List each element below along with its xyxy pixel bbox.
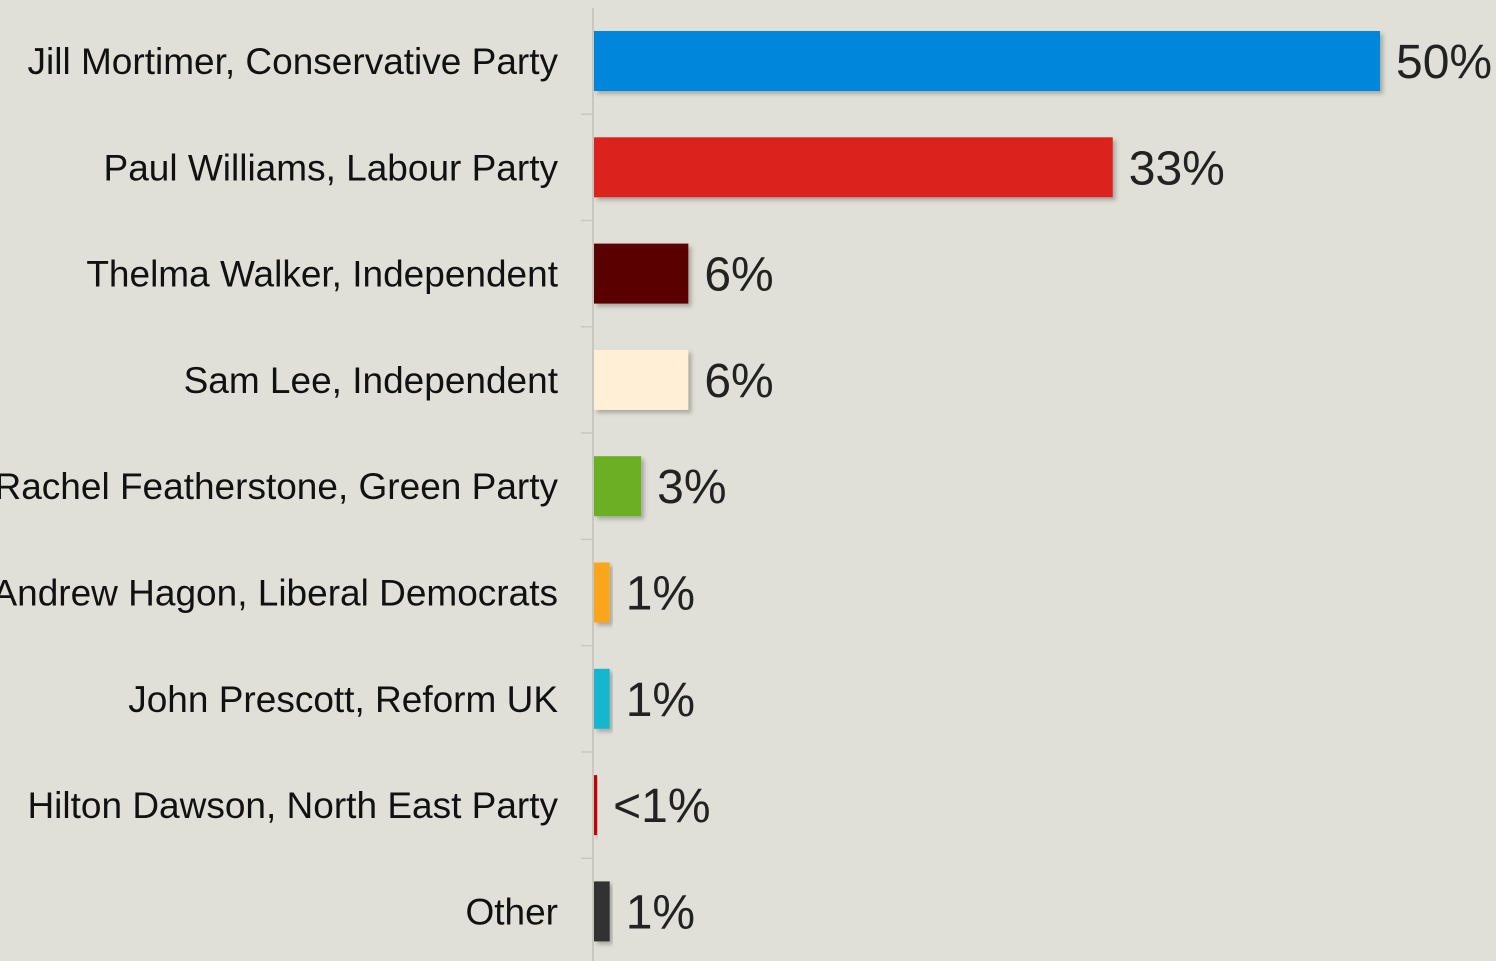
value-label: 1% (626, 568, 695, 621)
value-label: 6% (704, 355, 773, 408)
axis (581, 8, 594, 961)
bar (594, 243, 689, 304)
bar (594, 31, 1380, 91)
category-label: Rachel Featherstone, Green Party (0, 466, 558, 507)
value-label: 3% (657, 461, 726, 514)
category-label: Hilton Dawson, North East Party (27, 785, 558, 826)
bar (594, 668, 610, 729)
bar (594, 881, 610, 942)
value-label: 33% (1129, 142, 1225, 195)
value-label: 6% (704, 249, 773, 302)
value-label: <1% (613, 780, 710, 833)
bar (594, 562, 610, 623)
category-label: John Prescott, Reform UK (128, 679, 558, 720)
value-label: 50% (1396, 36, 1492, 89)
labels: Jill Mortimer, Conservative Party 50% Paul… (0, 36, 1492, 939)
category-label: Other (465, 891, 558, 932)
bar (594, 775, 598, 836)
category-label: Paul Williams, Labour Party (104, 147, 559, 188)
category-label: Andrew Hagon, Liberal Democrats (0, 573, 558, 614)
bars (594, 31, 1380, 942)
value-label: 1% (626, 886, 695, 939)
bar (594, 349, 689, 410)
category-label: Thelma Walker, Independent (86, 254, 558, 295)
category-label: Sam Lee, Independent (184, 360, 559, 401)
value-label: 1% (626, 674, 695, 727)
category-label: Jill Mortimer, Conservative Party (28, 41, 559, 82)
bar (594, 456, 642, 517)
bar (594, 137, 1113, 198)
